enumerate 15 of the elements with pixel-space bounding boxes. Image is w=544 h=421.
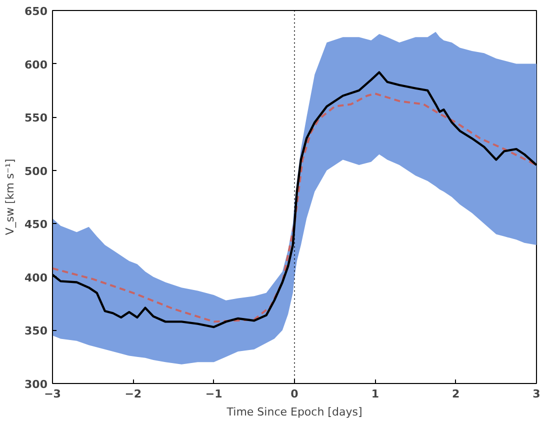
x-tick-label: 1	[371, 388, 379, 400]
y-tick-label: 400	[24, 271, 48, 284]
x-tick-label: −2	[124, 388, 142, 400]
x-tick-label: −1	[205, 388, 222, 400]
y-tick-label: 550	[24, 112, 48, 125]
y-tick-label: 600	[24, 58, 48, 72]
y-tick-label: 500	[24, 164, 48, 178]
y-tick-label: 350	[24, 324, 48, 338]
x-tick-label: 2	[452, 388, 460, 400]
y-tick-label: 450	[24, 218, 48, 232]
x-tick-label: 0	[290, 388, 299, 400]
y-axis-title: V_sw [km s⁻¹]	[4, 158, 17, 236]
x-axis-title: Time Since Epoch [days]	[226, 406, 362, 418]
y-tick-label: 650	[24, 5, 48, 18]
x-tick-label: 3	[532, 388, 540, 400]
